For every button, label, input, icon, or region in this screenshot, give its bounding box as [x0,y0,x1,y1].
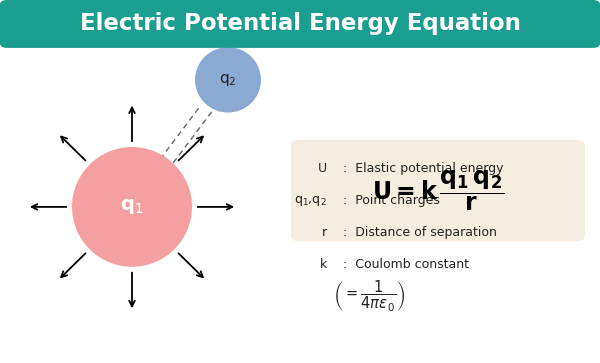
FancyBboxPatch shape [0,0,600,48]
Text: :  Distance of separation: : Distance of separation [339,226,497,239]
Text: U: U [318,162,327,175]
Text: :  Elastic potential energy: : Elastic potential energy [339,162,503,175]
Text: r: r [322,226,327,239]
Ellipse shape [72,147,192,267]
Text: :  Point charges: : Point charges [339,194,440,207]
FancyBboxPatch shape [291,140,585,241]
Text: q$_1$,q$_2$: q$_1$,q$_2$ [295,194,327,208]
Text: Electric Potential Energy Equation: Electric Potential Energy Equation [80,12,520,36]
Text: q$_1$: q$_1$ [120,197,144,216]
Text: :  Coulomb constant: : Coulomb constant [339,258,469,271]
Text: q$_2$: q$_2$ [219,72,237,88]
Text: $\mathbf{U = k\,\dfrac{q_1\,q_2}{r}}$: $\mathbf{U = k\,\dfrac{q_1\,q_2}{r}}$ [372,168,504,213]
Text: $\left( = \dfrac{1}{4\pi\varepsilon_{\,0}} \right)$: $\left( = \dfrac{1}{4\pi\varepsilon_{\,0… [333,279,406,314]
Text: k: k [320,258,327,271]
Ellipse shape [195,47,261,113]
